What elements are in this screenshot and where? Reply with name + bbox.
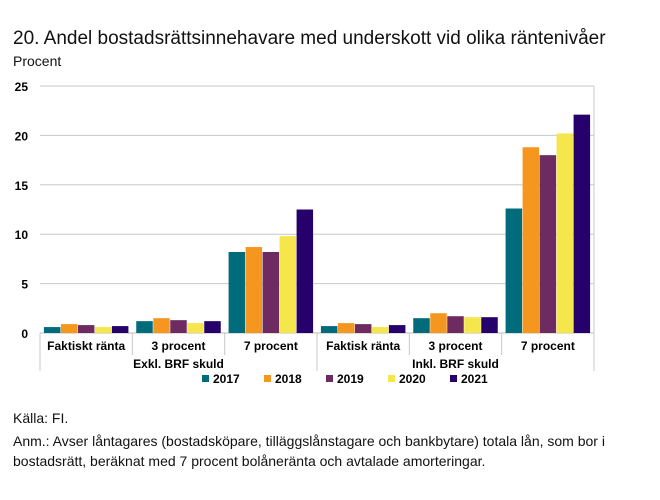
y-tick-label: 25 bbox=[15, 80, 29, 94]
x-category-label: Faktiskt ränta bbox=[47, 339, 125, 353]
legend-swatch-2018 bbox=[264, 375, 271, 382]
source-note: Källa: FI. bbox=[13, 410, 69, 426]
bar-2017 bbox=[413, 318, 430, 333]
bar-2019 bbox=[77, 325, 95, 333]
bar-2020 bbox=[94, 327, 112, 333]
bar-2019 bbox=[447, 316, 464, 333]
bar-2017 bbox=[228, 251, 246, 333]
x-category-label: 7 procent bbox=[521, 339, 575, 353]
y-tick-label: 10 bbox=[15, 228, 29, 242]
bar-2018 bbox=[522, 147, 540, 333]
bar-2019 bbox=[262, 251, 280, 333]
legend-swatch-2019 bbox=[326, 375, 333, 382]
bar-2020 bbox=[371, 327, 389, 333]
footnote: Anm.: Avser låntagares (bostadsköpare, t… bbox=[13, 433, 605, 469]
legend-label: 2018 bbox=[275, 372, 302, 386]
bar-2021 bbox=[296, 209, 314, 333]
x-category-label: 3 procent bbox=[428, 339, 482, 353]
legend-label: 2021 bbox=[461, 372, 488, 386]
y-tick-label: 5 bbox=[21, 278, 28, 292]
bar-2018 bbox=[337, 323, 355, 333]
bar-2017 bbox=[320, 326, 338, 333]
bar-2019 bbox=[354, 324, 372, 333]
bar-2020 bbox=[464, 317, 481, 333]
legend-swatch-2020 bbox=[388, 375, 395, 382]
y-tick-label: 0 bbox=[21, 327, 28, 341]
legend-label: 2017 bbox=[213, 372, 240, 386]
bar-2021 bbox=[388, 325, 406, 333]
x-category-label: 3 procent bbox=[151, 339, 205, 353]
legend-swatch-2017 bbox=[202, 375, 209, 382]
y-tick-label: 20 bbox=[15, 129, 29, 143]
bar-2017 bbox=[505, 208, 523, 333]
x-category-label: Faktisk ränta bbox=[326, 339, 400, 353]
y-tick-label: 15 bbox=[15, 179, 29, 193]
bar-2018 bbox=[60, 324, 78, 333]
x-group-label: Exkl. BRF skuld bbox=[133, 357, 224, 371]
bar-2020 bbox=[187, 323, 204, 333]
chart-title: 20. Andel bostadsrättsinnehavare med und… bbox=[13, 28, 606, 49]
legend-label: 2020 bbox=[399, 372, 426, 386]
bar-2017 bbox=[136, 321, 153, 333]
bar-2020 bbox=[556, 133, 574, 333]
bar-2021 bbox=[573, 114, 591, 333]
bar-2017 bbox=[43, 327, 61, 333]
legend-swatch-2021 bbox=[450, 375, 457, 382]
bar-2018 bbox=[245, 247, 263, 333]
bar-2020 bbox=[279, 236, 297, 333]
x-category-label: 7 procent bbox=[244, 339, 298, 353]
bar-2021 bbox=[481, 317, 498, 333]
bar-2018 bbox=[430, 313, 447, 333]
x-group-label: Inkl. BRF skuld bbox=[412, 357, 499, 371]
bar-chart: 0 5 10 15 20 25 Faktiskt ränta 3 procent 7 proce… bbox=[15, 80, 595, 386]
bar-2019 bbox=[539, 155, 557, 333]
bar-2018 bbox=[153, 318, 170, 333]
bar-2021 bbox=[111, 326, 129, 333]
y-axis-unit-label: Procent bbox=[13, 53, 62, 69]
legend-label: 2019 bbox=[337, 372, 364, 386]
bar-2021 bbox=[204, 321, 221, 333]
bar-2019 bbox=[170, 320, 187, 333]
